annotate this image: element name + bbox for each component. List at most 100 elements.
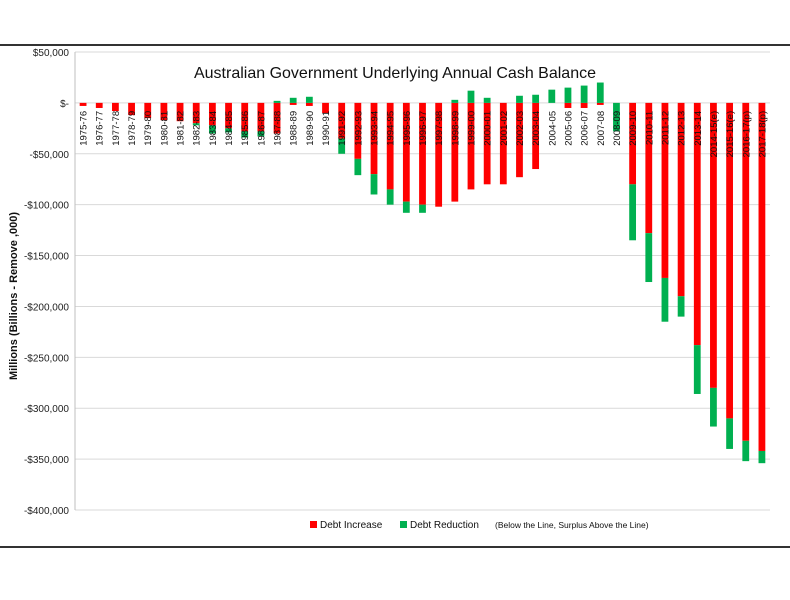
x-category-label: 1995-96 [402,111,413,146]
legend-swatch-debt-increase [310,521,317,528]
bar-debt-increase [516,102,523,178]
y-tick-label: -$400,000 [24,506,69,517]
bar-debt-increase [693,102,701,346]
bar-debt-increase [322,102,329,114]
bar-debt-reduction [305,96,313,103]
bar-debt-reduction [532,94,540,103]
y-tick-label: -$250,000 [24,353,69,364]
bar-debt-increase [564,102,572,108]
x-category-label: 1989-90 [305,111,316,146]
bar-debt-increase [629,102,637,185]
x-category-label: 2009-10 [628,111,639,146]
bar-debt-reduction [677,296,685,317]
y-tick-label: -$100,000 [24,201,69,212]
x-category-label: 1998-99 [450,111,461,146]
x-category-label: 1984-85 [224,111,235,146]
bar-debt-increase [128,102,135,116]
bar-debt-reduction [580,85,588,103]
x-category-label: 1992-93 [353,111,364,146]
bar-debt-increase [435,102,443,207]
bar-debt-reduction [483,97,491,103]
chart-title: Australian Government Underlying Annual … [194,65,596,82]
bar-debt-reduction [645,233,653,283]
bar-debt-reduction [710,387,717,427]
bar-debt-reduction [451,99,459,103]
legend-note: (Below the Line, Surplus Above the Line) [495,520,649,530]
x-category-label: 2007-08 [596,111,607,146]
bar-debt-reduction [661,277,669,322]
y-tick-label: $50,000 [33,48,70,59]
x-category-label: 1976-77 [95,111,106,146]
bar-debt-reduction [354,158,362,176]
bars [79,82,766,464]
bar-debt-increase [305,102,313,106]
bar-debt-reduction [241,131,249,138]
bar-debt-increase [386,102,394,190]
x-category-label: 2017-18(p) [757,111,768,157]
bar-debt-reduction [192,123,200,126]
bar-debt-increase [742,102,750,441]
bar-debt-increase [499,102,507,185]
x-category-label: 2015-16(e) [725,111,736,157]
x-category-label: 2011-12 [660,111,671,145]
x-category-label: 2002-03 [515,111,526,146]
bar-debt-increase [112,102,119,112]
bar-debt-reduction [726,418,733,449]
x-category-label: 1979-80 [143,111,154,146]
legend-label-debt-increase: Debt Increase [320,520,383,531]
legend-swatch-debt-reduction [400,521,407,528]
legend-label-debt-reduction: Debt Reduction [410,520,479,531]
x-category-label: 1991-92 [337,111,348,146]
x-category-label: 1994-95 [386,111,397,146]
bar-debt-increase [580,102,588,108]
bar-debt-reduction [225,128,232,133]
y-tick-label: -$350,000 [24,455,69,466]
x-category-label: 1993-94 [370,111,381,146]
y-tick-label: -$50,000 [30,150,70,161]
x-category-label: 2012-13 [677,111,688,146]
chart-frame [0,44,790,548]
x-category-label: 2001-02 [499,111,510,146]
x-category-label: 2008-09 [612,111,623,146]
y-tick-label: $- [60,99,69,110]
bar-debt-increase [160,102,168,121]
x-category-label: 1981-82 [176,111,187,146]
bar-debt-reduction [516,95,523,103]
x-category-label: 1988-89 [289,111,300,146]
bar-debt-increase [419,102,426,205]
y-axis-label: Millions (Billions - Remove ,000) [8,212,20,380]
x-category-label: 2016-17(p) [741,111,752,157]
x-category-label: 1980-81 [159,111,170,146]
x-category-label: 1986-87 [256,111,267,146]
bar-debt-increase [208,102,216,126]
bar-debt-increase [241,102,249,132]
bar-debt-increase [677,102,685,297]
bar-debt-reduction [613,102,620,132]
bar-debt-increase [354,102,362,159]
bar-debt-reduction [338,138,346,154]
bar-debt-increase [645,102,653,234]
y-axis-ticks: $50,000 $- -$50,000 -$100,000 -$150,000 -$200… [24,48,69,517]
bar-debt-reduction [257,131,265,137]
bar-debt-increase [451,102,459,202]
bar-debt-increase [402,102,410,202]
bar-debt-reduction [742,440,750,462]
bar-debt-reduction [596,82,604,103]
x-category-label: 2003-04 [531,111,542,146]
x-category-label: 2004-05 [547,111,558,146]
bar-debt-increase [661,102,669,278]
y-tick-label: -$150,000 [24,252,69,263]
bar-debt-reduction [419,204,426,213]
bar-debt-reduction [564,87,572,103]
bar-debt-increase [532,102,540,170]
bar-debt-reduction [467,90,475,103]
x-category-label: 2013-14 [693,111,704,146]
x-category-label: 1978-79 [127,111,138,146]
x-category-label: 1983-84 [208,111,219,146]
x-axis-category-labels: 1975-76 1976-77 1977-78 1978-79 1979-80 1980-… [79,111,769,157]
bar-debt-increase [483,102,491,185]
bar-debt-increase [144,102,152,119]
bar-debt-reduction [402,201,410,213]
bar-debt-reduction [386,189,394,205]
